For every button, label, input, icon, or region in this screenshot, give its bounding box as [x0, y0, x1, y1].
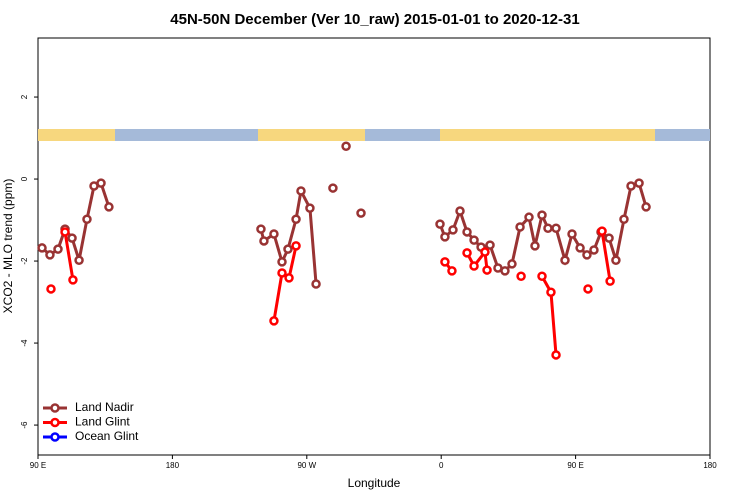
point [480, 247, 490, 257]
point [482, 265, 492, 275]
point [634, 178, 644, 188]
point [619, 214, 629, 224]
x-tick-label: 0 [439, 461, 444, 470]
x-tick-label: 180 [166, 461, 180, 470]
y-axis-label: XCO2 - MLO trend (ppm) [1, 179, 15, 314]
point [277, 257, 287, 267]
point [551, 350, 561, 360]
point [605, 276, 615, 286]
point [53, 244, 63, 254]
point [551, 223, 561, 234]
point [269, 229, 279, 239]
point [46, 284, 56, 294]
point [524, 212, 534, 222]
point [82, 214, 92, 224]
point [597, 226, 607, 236]
point [291, 241, 301, 251]
point [259, 236, 269, 246]
land-strip [38, 129, 115, 141]
legend-label: Land Nadir [75, 400, 134, 414]
chart-title: 45N-50N December (Ver 10_raw) 2015-01-01… [170, 11, 579, 28]
point [305, 203, 315, 213]
x-axis-label: Longitude [348, 476, 401, 490]
land-strip [258, 129, 365, 141]
point [604, 233, 614, 243]
point [104, 202, 114, 212]
x-tick-label: 90 W [297, 461, 316, 470]
point [469, 261, 479, 271]
point [507, 259, 517, 269]
point [575, 243, 585, 253]
x-tick-label: 180 [703, 461, 717, 470]
map-strip [38, 129, 710, 141]
legend-label: Land Glint [75, 415, 130, 429]
point [277, 268, 287, 278]
point [455, 206, 465, 216]
point [96, 178, 106, 188]
legend-marker [50, 403, 60, 413]
point [284, 273, 294, 283]
point [45, 250, 55, 260]
point [546, 287, 556, 297]
y-tick-label: -2 [20, 257, 29, 265]
y-tick-label: 2 [20, 94, 29, 99]
point [485, 240, 495, 250]
point [341, 141, 351, 151]
point [311, 279, 321, 289]
point [589, 245, 599, 255]
point [269, 316, 279, 326]
point [74, 255, 84, 265]
point [641, 202, 651, 212]
point [582, 250, 592, 260]
point [537, 210, 547, 220]
point [469, 235, 479, 245]
point [530, 241, 540, 251]
legend-label: Ocean Glint [75, 429, 139, 443]
point [37, 243, 47, 253]
x-tick-label: 90 E [567, 461, 583, 470]
point [256, 224, 266, 234]
point [296, 186, 306, 196]
point [435, 219, 445, 229]
point [328, 183, 338, 193]
land-strip [440, 129, 655, 141]
point [611, 255, 621, 265]
point [567, 229, 577, 239]
point [283, 244, 293, 254]
point [626, 181, 636, 191]
point [60, 227, 70, 237]
plot-frame [37, 37, 711, 456]
point [67, 233, 77, 243]
point [440, 257, 450, 267]
point [560, 255, 570, 265]
point [500, 266, 510, 276]
point [291, 214, 301, 224]
point [356, 208, 366, 218]
point [543, 223, 553, 234]
y-tick-label: -6 [20, 421, 29, 429]
point [516, 271, 526, 281]
y-tick-label: 0 [20, 176, 29, 181]
series-line [63, 230, 612, 356]
point [462, 248, 472, 258]
point [447, 266, 457, 276]
point [537, 271, 547, 281]
point [440, 232, 450, 242]
legend-marker [50, 417, 60, 428]
point [448, 225, 458, 235]
point [462, 227, 472, 237]
point [583, 284, 593, 294]
series-line [41, 181, 648, 285]
legend-marker [50, 432, 60, 442]
point [515, 222, 525, 232]
x-tick-label: 90 E [30, 461, 46, 470]
point [68, 275, 78, 285]
y-tick-label: -4 [20, 339, 29, 347]
